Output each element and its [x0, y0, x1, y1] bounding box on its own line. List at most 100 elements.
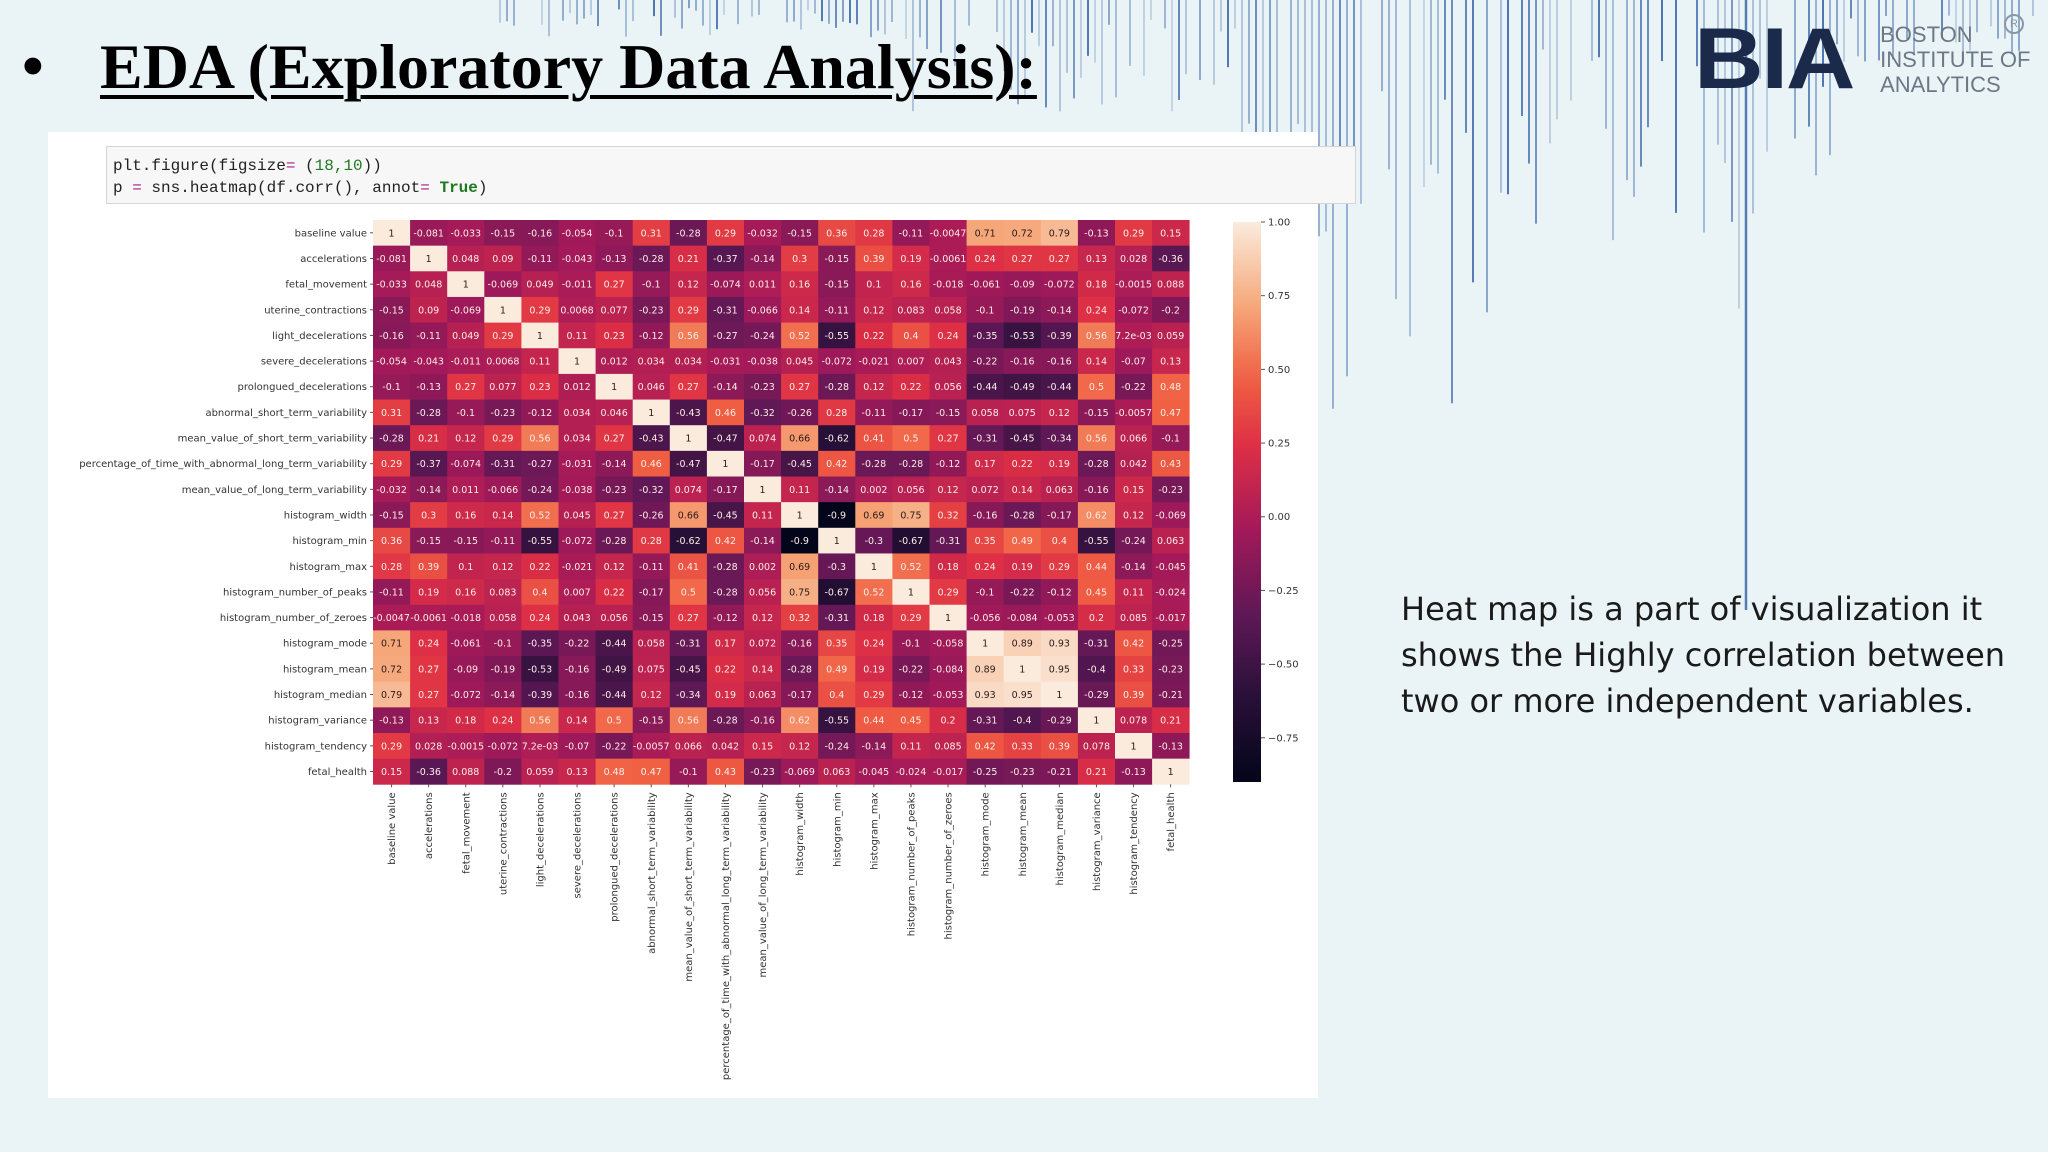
cell-label: 0.39 [418, 562, 439, 573]
heatmap-cell [558, 758, 596, 785]
cell-label: -0.2 [494, 767, 513, 778]
cell-label: -0.018 [450, 613, 481, 624]
heatmap-cell [1115, 527, 1153, 554]
heatmap-cell [484, 322, 522, 349]
cell-label: 0.56 [529, 434, 550, 445]
heatmap-cell [818, 579, 856, 606]
heatmap-cell [632, 373, 671, 400]
cell-label: 0.002 [860, 485, 887, 496]
y-tick-label: histogram_median [274, 690, 367, 701]
heatmap-cell [781, 656, 819, 683]
heatmap-cell [1152, 707, 1190, 734]
x-tick-label: histogram_number_of_peaks [906, 792, 917, 936]
cell-label: -0.15 [787, 228, 812, 239]
cell-label: 0.18 [455, 716, 476, 727]
heatmap-cell [781, 220, 819, 247]
cell-label: 0.39 [1123, 690, 1144, 701]
heatmap-cell [632, 348, 671, 375]
heatmap-cell [484, 707, 522, 734]
heatmap-cell [595, 322, 634, 349]
cell-label: 0.24 [975, 562, 996, 573]
heatmap-cell [744, 399, 782, 426]
cell-label: -0.14 [602, 459, 627, 470]
heatmap-cell [744, 579, 782, 606]
heatmap-cell [706, 373, 745, 400]
cell-label: 0.44 [863, 716, 884, 727]
cell-label: -0.9 [790, 536, 809, 547]
heatmap-cell [1152, 604, 1190, 631]
y-tick-label: mean_value_of_short_term_variability [178, 434, 367, 445]
heatmap-cell [410, 630, 448, 657]
cell-label: 1 [685, 434, 691, 445]
cell-label: 0.056 [601, 613, 628, 624]
cell-label: 0.058 [638, 639, 665, 650]
x-tick-label: percentage_of_time_with_abnormal_long_te… [721, 792, 732, 1080]
heatmap-cell [1077, 450, 1116, 477]
cell-label: 0.19 [863, 664, 884, 675]
cell-label: -0.11 [899, 228, 924, 239]
heatmap-cell [1115, 476, 1153, 503]
cell-label: 0.56 [1086, 331, 1107, 342]
heatmap-cell [892, 450, 930, 477]
cell-label: 0.12 [937, 485, 958, 496]
heatmap-cell [521, 425, 559, 452]
heatmap-cell [410, 348, 448, 375]
cell-label: -0.28 [602, 536, 627, 547]
cell-label: -0.017 [933, 767, 964, 778]
cell-label: -0.43 [676, 408, 701, 419]
cell-label: -0.49 [1010, 382, 1035, 393]
cell-label: -0.15 [379, 510, 404, 521]
cell-label: 0.5 [1089, 382, 1104, 393]
cell-label: 0.46 [715, 408, 736, 419]
heatmap-cell [1077, 425, 1116, 452]
cell-label: -0.21 [1047, 767, 1072, 778]
cell-label: -0.34 [676, 690, 701, 701]
heatmap-cell [632, 399, 671, 426]
heatmap-cell [632, 604, 671, 631]
heatmap-cell [632, 527, 671, 554]
heatmap-cell [855, 245, 893, 272]
cell-label: -0.53 [1010, 331, 1035, 342]
cell-label: 0.13 [418, 716, 439, 727]
notebook-output-panel: plt.figure(figsize= (18,10)) p = sns.hea… [48, 132, 1356, 1098]
heatmap-cell [781, 758, 819, 785]
heatmap-cell [1040, 450, 1079, 477]
heatmap-cell [484, 425, 522, 452]
heatmap-cell [781, 707, 819, 734]
heatmap-cell [744, 476, 782, 503]
heatmap-cell [1115, 579, 1153, 606]
heatmap-cell [966, 553, 1005, 580]
cell-label: 0.2 [940, 716, 955, 727]
cell-label: -0.36 [1158, 254, 1183, 265]
heatmap-cell [1077, 553, 1116, 580]
heatmap-cell [1040, 425, 1079, 452]
cell-label: 0.012 [601, 357, 628, 368]
cell-label: 0.1 [458, 562, 473, 573]
cell-label: -0.032 [747, 228, 778, 239]
y-tick-label: prolongued_decelerations [238, 382, 367, 393]
cell-label: -0.16 [379, 331, 404, 342]
y-tick-label: fetal_health [308, 767, 367, 778]
cell-label: -0.15 [824, 254, 849, 265]
heatmap-cell [595, 450, 634, 477]
bia-logo: BIA BOSTON INSTITUTE OF ANALYTICS [1694, 16, 2030, 102]
heatmap-cell [1040, 348, 1079, 375]
heatmap-cell [855, 450, 893, 477]
cell-label: 0.011 [749, 280, 776, 291]
cell-label: 0.36 [826, 228, 847, 239]
cell-label: -0.14 [491, 690, 516, 701]
x-tick-label: histogram_variance [1092, 792, 1103, 891]
heatmap-cell [966, 245, 1005, 272]
cell-label: -0.32 [639, 485, 664, 496]
cell-label: 1 [537, 331, 543, 342]
heatmap-cell [706, 681, 745, 708]
heatmap-cell [1115, 733, 1153, 760]
cell-label: 0.44 [1086, 562, 1107, 573]
cell-label: 0.072 [749, 639, 776, 650]
cell-label: 0.13 [566, 767, 587, 778]
cell-label: -0.28 [1084, 459, 1109, 470]
cell-label: -0.15 [416, 536, 441, 547]
cell-label: 0.11 [789, 485, 810, 496]
cell-label: 0.69 [863, 510, 884, 521]
cell-label: -0.16 [528, 228, 553, 239]
